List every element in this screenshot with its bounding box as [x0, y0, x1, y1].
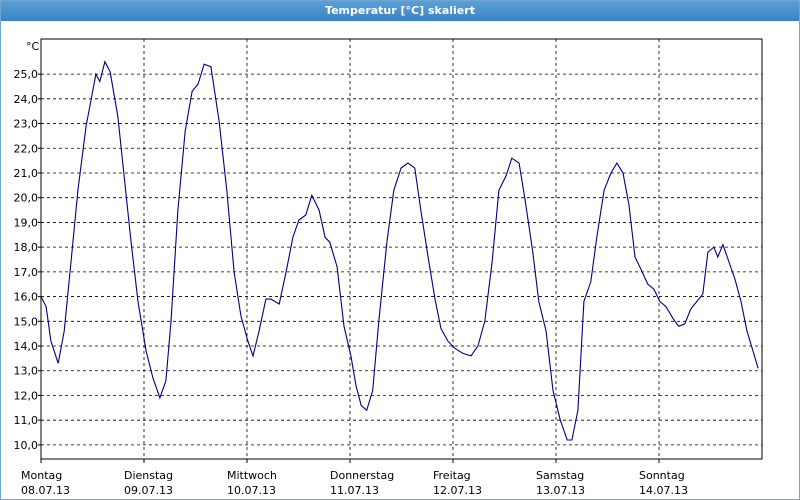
x-tick-label: Donnerstag: [330, 469, 394, 482]
x-tick-date: 08.07.13: [21, 484, 70, 497]
y-tick-label: 11,0: [14, 414, 39, 427]
x-tick-label: Freitag: [433, 469, 471, 482]
x-tick-date: 10.07.13: [227, 484, 276, 497]
y-tick-label: 12,0: [14, 389, 39, 402]
x-tick-date: 11.07.13: [330, 484, 379, 497]
chart: °C 10,0 11,0 12,0 13,0 14,0 15,0 16,0 17,0 18,0 19…: [14, 38, 763, 497]
y-tick-label: 13,0: [14, 365, 39, 378]
x-tick-label: Mittwoch: [227, 469, 277, 482]
y-tick-label: 16,0: [14, 291, 39, 304]
plot-frame: [40, 38, 763, 460]
y-tick-label: 19,0: [14, 216, 39, 229]
y-tick-label: 10,0: [14, 439, 39, 452]
x-tick-date: 12.07.13: [433, 484, 482, 497]
y-unit: °C: [26, 40, 40, 53]
x-tick-date: 09.07.13: [124, 484, 173, 497]
temperature-line: [40, 60, 759, 441]
x-tick-date: 14.07.13: [639, 484, 688, 497]
x-tick-date: 13.07.13: [536, 484, 585, 497]
y-tick-label: 24,0: [14, 93, 39, 106]
y-tick-label: 22,0: [14, 142, 39, 155]
y-tick-label: 21,0: [14, 167, 39, 180]
x-tick-label: Dienstag: [124, 469, 173, 482]
y-tick-label: 15,0: [14, 315, 39, 328]
title-bar: Temperatur [°C] skaliert: [1, 1, 799, 21]
y-tick-label: 18,0: [14, 241, 39, 254]
y-tick-label: 14,0: [14, 340, 39, 353]
y-tick-label: 25,0: [14, 68, 39, 81]
x-tick-label: Montag: [21, 469, 62, 482]
y-tick-label: 23,0: [14, 118, 39, 131]
y-tick-label: 20,0: [14, 192, 39, 205]
y-tick-label: 17,0: [14, 266, 39, 279]
x-tick-label: Samstag: [536, 469, 584, 482]
x-tick-label: Sonntag: [639, 469, 685, 482]
